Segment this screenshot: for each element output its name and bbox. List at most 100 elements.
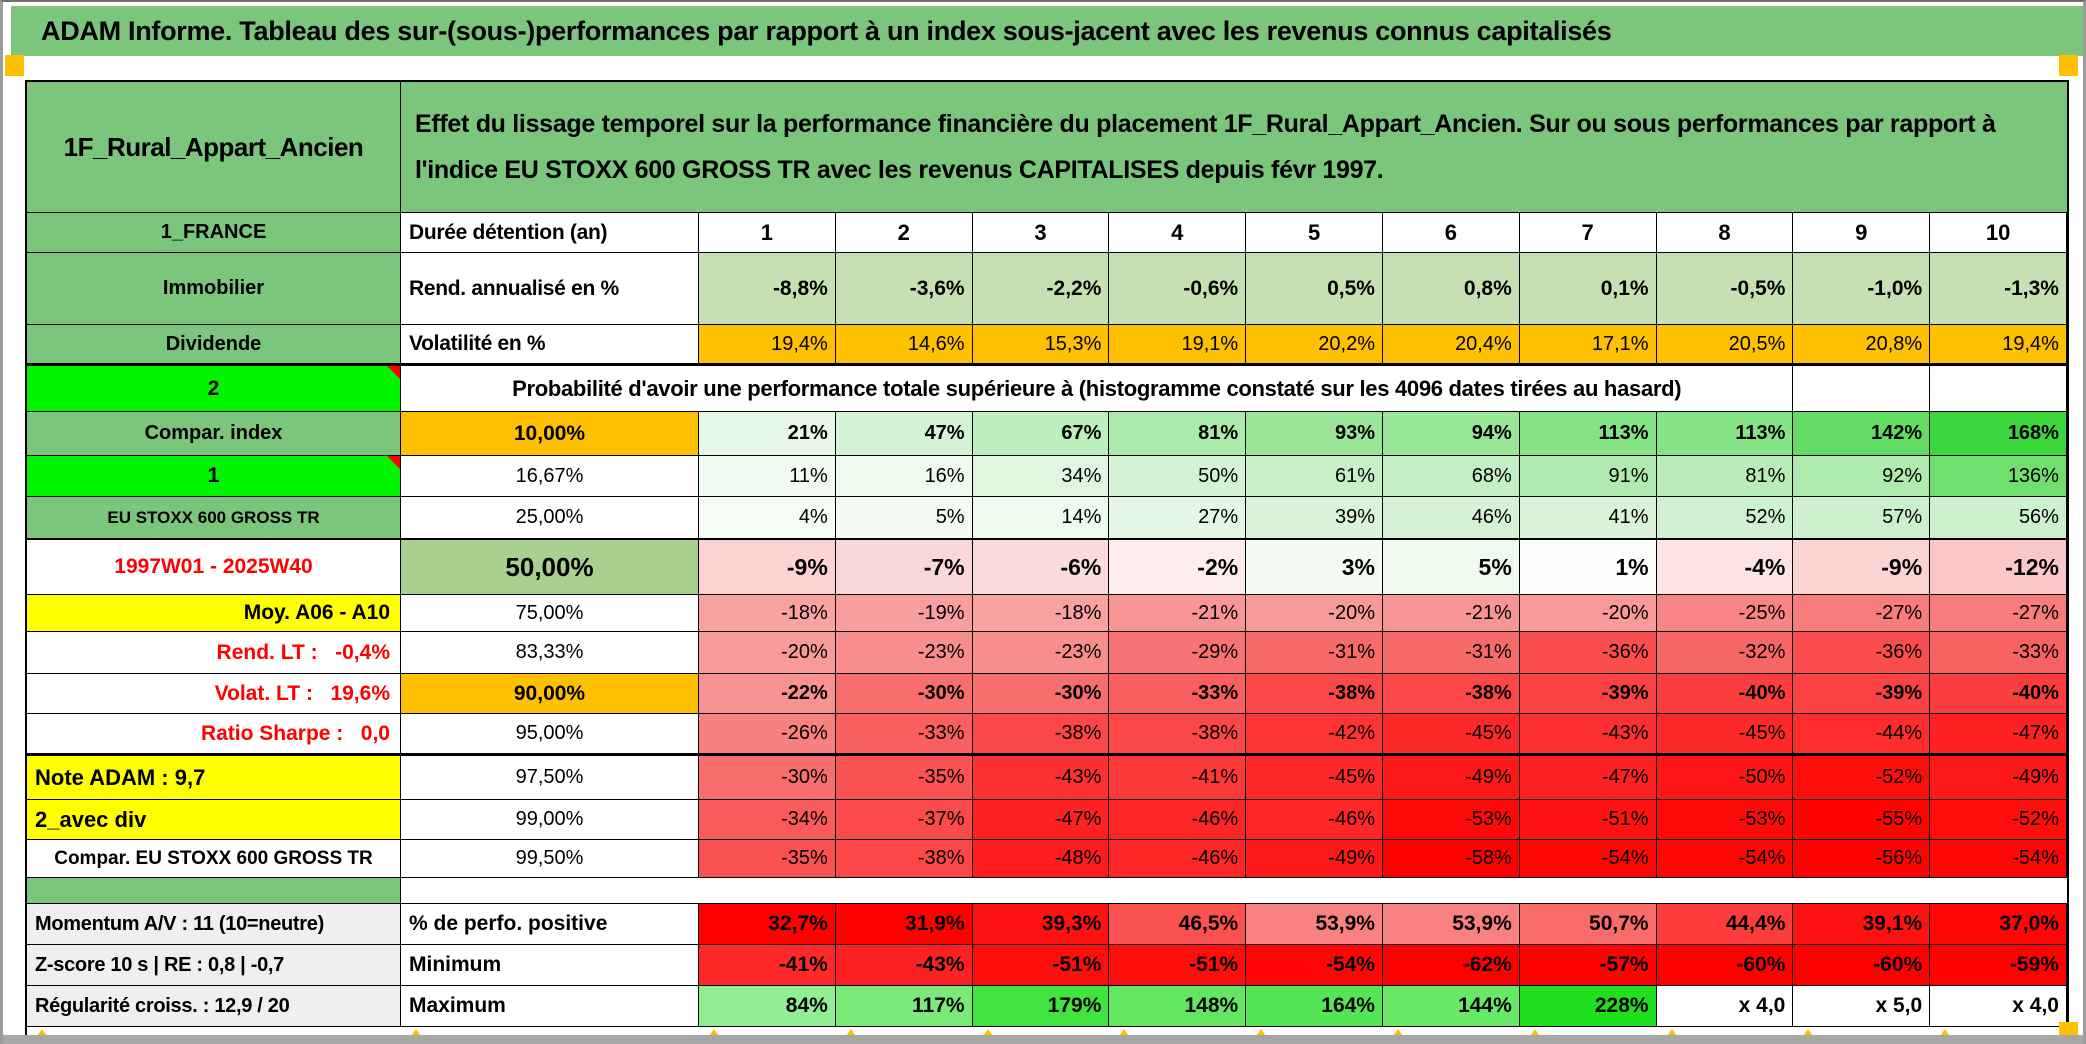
data-cell[interactable]: -57% xyxy=(1519,945,1657,986)
row-label-cell[interactable]: 1 xyxy=(27,456,401,497)
metric-label-cell[interactable]: 97,50% xyxy=(401,756,699,800)
data-cell[interactable]: 5 xyxy=(1246,213,1383,253)
data-cell[interactable]: 20,5% xyxy=(1656,325,1794,364)
data-cell[interactable]: -12% xyxy=(1930,540,2067,595)
data-cell[interactable]: 39% xyxy=(1246,497,1383,539)
data-cell[interactable]: -42% xyxy=(1246,714,1383,754)
data-cell[interactable]: -30% xyxy=(972,674,1110,714)
metric-label-cell[interactable]: Volatilité en % xyxy=(401,325,699,364)
data-cell[interactable]: -0,6% xyxy=(1109,253,1247,325)
data-cell[interactable]: 4% xyxy=(699,497,836,539)
row-label-cell[interactable]: Compar. EU STOXX 600 GROSS TR xyxy=(27,840,401,878)
data-cell[interactable]: 81% xyxy=(1109,412,1247,456)
metric-label-cell[interactable]: Rend. annualisé en % xyxy=(401,253,699,325)
data-cell[interactable]: 52% xyxy=(1656,497,1794,539)
data-cell[interactable]: -46% xyxy=(1246,800,1383,840)
metric-label-cell[interactable]: 90,00% xyxy=(401,674,699,714)
data-cell[interactable]: 0,8% xyxy=(1382,253,1520,325)
data-cell[interactable]: -38% xyxy=(1109,714,1247,754)
data-cell[interactable]: 57% xyxy=(1793,497,1931,539)
data-cell[interactable]: 91% xyxy=(1519,456,1657,497)
data-cell[interactable]: 61% xyxy=(1246,456,1383,497)
data-cell[interactable]: -30% xyxy=(835,674,973,714)
data-cell[interactable]: -43% xyxy=(972,756,1110,800)
data-cell[interactable]: 1% xyxy=(1519,540,1657,595)
data-cell[interactable] xyxy=(1930,366,2067,412)
data-cell[interactable]: -33% xyxy=(1930,632,2067,674)
data-cell[interactable]: -44% xyxy=(1793,714,1931,754)
data-cell[interactable]: -62% xyxy=(1382,945,1520,986)
data-cell[interactable]: 3% xyxy=(1246,540,1383,595)
data-cell[interactable]: -46% xyxy=(1109,800,1247,840)
data-cell[interactable]: -52% xyxy=(1930,800,2067,840)
data-cell[interactable]: -7% xyxy=(835,540,973,595)
data-cell[interactable]: -6% xyxy=(972,540,1110,595)
data-cell[interactable]: -40% xyxy=(1656,674,1794,714)
data-cell[interactable]: -3,6% xyxy=(835,253,973,325)
data-cell[interactable]: -20% xyxy=(699,632,836,674)
data-cell[interactable]: -54% xyxy=(1930,840,2067,878)
data-cell[interactable]: -54% xyxy=(1519,840,1657,878)
data-cell[interactable]: 8 xyxy=(1656,213,1794,253)
data-cell[interactable]: 93% xyxy=(1246,412,1383,456)
data-cell[interactable]: 6 xyxy=(1382,213,1520,253)
data-cell[interactable]: 5% xyxy=(1382,540,1520,595)
row-label-cell[interactable]: Z-score 10 s | RE : 0,8 | -0,7 xyxy=(27,945,401,986)
data-cell[interactable]: -19% xyxy=(835,595,973,632)
data-cell[interactable]: -35% xyxy=(835,756,973,800)
data-cell[interactable]: -20% xyxy=(1246,595,1383,632)
data-cell[interactable]: 32,7% xyxy=(699,904,836,945)
data-cell[interactable]: 5% xyxy=(835,497,973,539)
data-cell[interactable]: -58% xyxy=(1382,840,1520,878)
data-cell[interactable]: 11% xyxy=(699,456,836,497)
data-cell[interactable]: 2 xyxy=(835,213,973,253)
data-cell[interactable]: -20% xyxy=(1519,595,1657,632)
data-cell[interactable]: -33% xyxy=(835,714,973,754)
row-label-cell[interactable]: Volat. LT : 19,6% xyxy=(27,674,401,714)
data-cell[interactable]: 34% xyxy=(972,456,1110,497)
data-cell[interactable]: 16% xyxy=(835,456,973,497)
data-cell[interactable]: -31% xyxy=(1246,632,1383,674)
data-cell[interactable]: -4% xyxy=(1656,540,1794,595)
data-cell[interactable]: 1 xyxy=(699,213,836,253)
data-cell[interactable]: 148% xyxy=(1109,986,1247,1027)
metric-label-cell[interactable]: Maximum xyxy=(401,986,699,1027)
data-cell[interactable]: 46% xyxy=(1382,497,1520,539)
data-cell[interactable]: 53,9% xyxy=(1246,904,1383,945)
data-cell[interactable]: 39,1% xyxy=(1793,904,1931,945)
data-cell[interactable]: -51% xyxy=(1519,800,1657,840)
row-label-cell[interactable]: Moy. A06 - A10 xyxy=(27,595,401,632)
data-cell[interactable]: -21% xyxy=(1109,595,1247,632)
metric-label-cell[interactable]: 99,00% xyxy=(401,800,699,840)
row-label-cell[interactable]: Rend. LT : -0,4% xyxy=(27,632,401,674)
data-cell[interactable]: 20,2% xyxy=(1246,325,1383,364)
row-label-cell[interactable]: Régularité croiss. : 12,9 / 20 xyxy=(27,986,401,1027)
data-cell[interactable]: -45% xyxy=(1656,714,1794,754)
row-label-cell[interactable]: 2_avec div xyxy=(27,800,401,840)
data-cell[interactable]: 46,5% xyxy=(1109,904,1247,945)
data-cell[interactable]: 7 xyxy=(1519,213,1657,253)
data-cell[interactable]: -29% xyxy=(1109,632,1247,674)
data-cell[interactable]: -36% xyxy=(1519,632,1657,674)
data-cell[interactable]: -52% xyxy=(1793,756,1931,800)
data-cell[interactable]: -49% xyxy=(1382,756,1520,800)
data-cell[interactable]: -41% xyxy=(1109,756,1247,800)
data-cell[interactable]: 92% xyxy=(1793,456,1931,497)
probability-caption-cell[interactable]: Probabilité d'avoir une performance tota… xyxy=(401,366,1794,412)
metric-label-cell[interactable]: 99,50% xyxy=(401,840,699,878)
data-cell[interactable]: 168% xyxy=(1930,412,2067,456)
data-cell[interactable]: 3 xyxy=(972,213,1110,253)
data-cell[interactable]: 136% xyxy=(1930,456,2067,497)
data-cell[interactable]: -1,0% xyxy=(1793,253,1931,325)
metric-label-cell[interactable]: % de perfo. positive xyxy=(401,904,699,945)
data-cell[interactable]: -47% xyxy=(972,800,1110,840)
data-cell[interactable]: 0,1% xyxy=(1519,253,1657,325)
data-cell[interactable]: 94% xyxy=(1382,412,1520,456)
metric-label-cell[interactable]: 75,00% xyxy=(401,595,699,632)
asset-name-cell[interactable]: 1F_Rural_Appart_Ancien xyxy=(27,82,401,212)
data-cell[interactable]: 31,9% xyxy=(835,904,973,945)
data-cell[interactable]: 14% xyxy=(972,497,1110,539)
data-cell[interactable]: 19,4% xyxy=(699,325,836,364)
data-cell[interactable]: 14,6% xyxy=(835,325,973,364)
data-cell[interactable]: -45% xyxy=(1246,756,1383,800)
